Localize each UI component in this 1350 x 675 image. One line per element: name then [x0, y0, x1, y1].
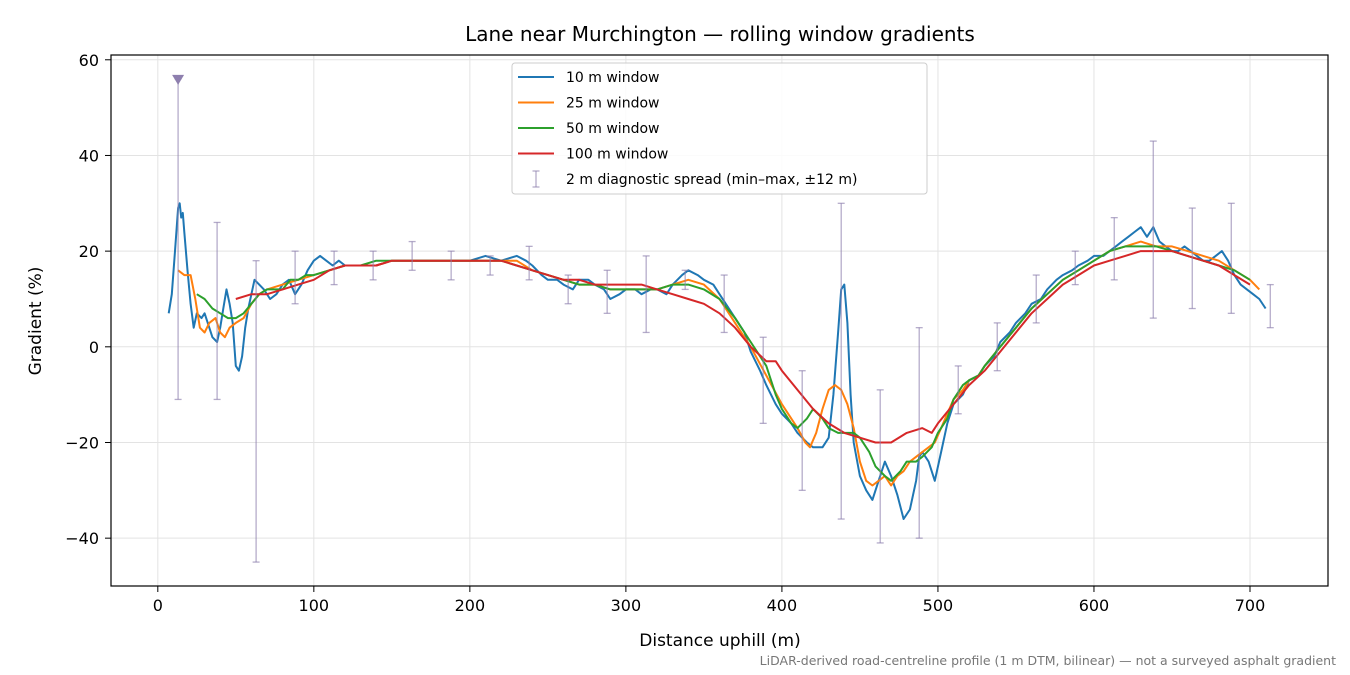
legend-label: 50 m window	[566, 121, 659, 137]
footnote: LiDAR-derived road-centreline profile (1…	[760, 653, 1336, 668]
x-tick-label: 0	[153, 596, 163, 615]
clipped-marker	[172, 74, 185, 85]
legend-box	[511, 62, 928, 195]
x-axis-label: Distance uphill (m)	[639, 631, 800, 651]
legend: 10 m window 25 m window 50 m window 100 m w…	[511, 62, 928, 195]
legend-label: 25 m window	[566, 96, 659, 112]
y-tick-label: 60	[79, 51, 99, 70]
x-tick-label: 200	[455, 596, 486, 615]
x-tick-label: 700	[1235, 596, 1266, 615]
legend-label: 2 m diagnostic spread (min–max, ±12 m)	[566, 172, 857, 188]
legend-label: 100 m window	[566, 147, 668, 163]
x-tick-label: 500	[923, 596, 954, 615]
y-axis: −40 −20 0 20 40 60	[65, 51, 111, 548]
plot-frame	[110, 54, 1329, 587]
x-tick-label: 100	[299, 596, 330, 615]
x-tick-label: 300	[611, 596, 642, 615]
y-axis-label: Gradient (%)	[26, 267, 46, 376]
y-tick-label: −40	[65, 529, 99, 548]
chart-title: Lane near Murchington — rolling window g…	[465, 22, 975, 46]
series-group	[167, 74, 1274, 563]
y-tick-label: −20	[65, 433, 99, 452]
x-axis: 0 100 200 300 400 500 600 700	[153, 586, 1266, 615]
series-line-1	[177, 240, 1261, 487]
x-tick-label: 400	[767, 596, 798, 615]
y-tick-label: 0	[89, 338, 99, 357]
series-line-2	[196, 245, 1251, 482]
x-tick-label: 600	[1079, 596, 1110, 615]
y-tick-label: 40	[79, 146, 99, 165]
y-tick-label: 20	[79, 242, 99, 261]
series-diagnostic-spread	[172, 74, 1274, 563]
legend-label: 10 m window	[566, 70, 659, 86]
